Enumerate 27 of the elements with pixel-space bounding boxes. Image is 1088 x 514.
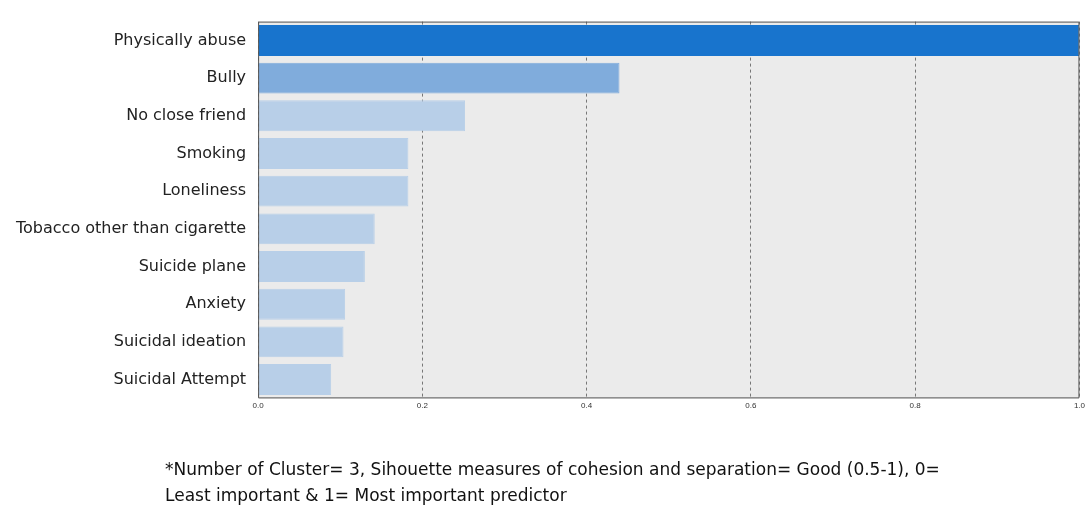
y-tick-label: Suicidal ideation [113, 331, 247, 351]
y-tick-label: Loneliness [162, 180, 247, 200]
bar [258, 288, 346, 320]
bar [258, 213, 375, 245]
text: *Number of Cluster= 3, Sihouette measures of cohesion and separation= Good (0.5-1), 0= Least important & 1= Most important predictor [165, 458, 941, 507]
y-tick-label: Suicidal Attempt [113, 368, 247, 388]
bar [258, 138, 409, 169]
bar [258, 326, 344, 358]
x-tick-label: 0.2 [416, 401, 429, 411]
bar [258, 175, 409, 207]
x-tick-label: 0.6 [745, 401, 758, 411]
bar [258, 24, 1080, 56]
y-tick-label: Bully [206, 67, 247, 87]
x-tick-label: 0.4 [581, 401, 593, 411]
bar [258, 62, 620, 94]
y-tick-label: Smoking [176, 142, 247, 162]
y-tick-label: No close friend [126, 104, 247, 124]
bar [258, 251, 365, 282]
bar [258, 364, 332, 396]
y-tick-label: Tobacco other than cigarette [15, 218, 247, 237]
x-tick-label: 1.0 [1073, 401, 1086, 411]
y-tick-label: Anxiety [185, 293, 247, 313]
y-tick-label: Suicide plane [138, 255, 247, 275]
y-tick-label: Physically abuse [113, 29, 247, 49]
x-tick-label: 0.0 [252, 401, 265, 411]
x-tick-label: 0.8 [909, 401, 922, 411]
bar [258, 100, 466, 132]
